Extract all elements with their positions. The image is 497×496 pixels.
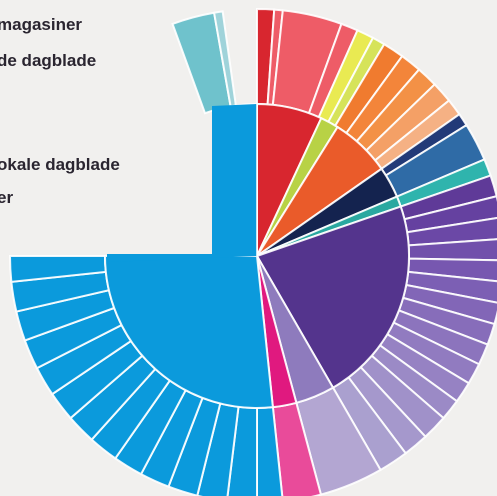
- legend-label: er: [0, 188, 13, 207]
- legend-label: magasiner: [0, 15, 82, 34]
- inner-slice-blue-extension: [107, 104, 257, 262]
- inner-slice-blue: [103, 255, 274, 409]
- legend-label: okale dagblade: [0, 155, 120, 174]
- legend-label: de dagblade: [0, 51, 96, 70]
- inner-slice-purple: [255, 205, 410, 390]
